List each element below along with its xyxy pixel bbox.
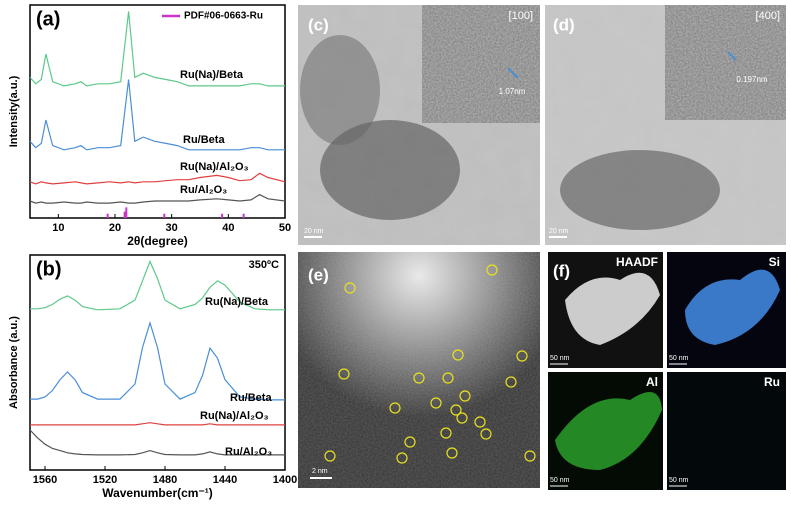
map-name: Al	[646, 375, 658, 389]
particle-marker	[474, 416, 486, 428]
particle-marker	[486, 264, 498, 276]
particle-marker	[389, 402, 401, 414]
spectrum-line	[29, 11, 285, 87]
x-tick-label: 1520	[93, 474, 117, 486]
spectrum-line	[29, 429, 285, 456]
series-label: Ru/Beta	[183, 134, 225, 146]
spectrum-line	[29, 193, 286, 204]
particle-marker	[396, 452, 408, 464]
particle-marker	[450, 404, 462, 416]
x-tick-label: 1560	[33, 474, 57, 486]
particle-marker	[480, 428, 492, 440]
particle-marker	[344, 282, 356, 294]
panel-label: (e)	[308, 265, 329, 284]
map-name: Si	[769, 255, 780, 269]
zone-axis: [400]	[756, 10, 780, 22]
particle-marker	[442, 372, 454, 384]
panel-label: (b)	[36, 258, 62, 280]
x-axis-title: Wavenumber(cm⁻¹)	[102, 486, 213, 500]
legend-label: PDF#06-0663-Ru	[184, 11, 263, 22]
series-label: Ru/Al₂O₃	[225, 446, 272, 458]
plot-frame	[29, 4, 286, 219]
zone-axis: [100]	[509, 10, 533, 22]
x-axis-title: 2θ(degree)	[127, 234, 188, 248]
map-name: HAADF	[616, 255, 658, 269]
scale-bar-label: 20 nm	[549, 228, 569, 235]
panel-label: (d)	[553, 15, 575, 34]
particle-marker	[404, 436, 416, 448]
y-axis-title: Absorbance (a.u.)	[8, 316, 20, 409]
scale-bar-label: 50 nm	[550, 355, 570, 362]
eds-maps-f	[548, 252, 786, 490]
tem-image-d	[545, 5, 786, 245]
series-label: Ru(Na)/Al₂O₃	[180, 161, 249, 173]
spectrum-line	[29, 79, 285, 151]
particle-marker	[324, 450, 336, 462]
particle-marker	[413, 372, 425, 384]
spectrum-line	[30, 422, 285, 426]
particle-marker	[338, 368, 350, 380]
lattice-spacing: 1.07nm	[499, 87, 526, 96]
spectrum-line	[30, 259, 285, 311]
panel-label: (f)	[553, 261, 570, 280]
particle-marker	[516, 350, 528, 362]
plot-frame	[29, 254, 286, 471]
x-tick-label: 40	[222, 222, 234, 234]
particle-marker	[452, 349, 464, 361]
y-axis-title: Intensity(a.u.)	[8, 75, 20, 147]
x-tick-label: 1440	[213, 474, 237, 486]
panel-label: (c)	[308, 15, 329, 34]
x-tick-label: 1400	[273, 474, 297, 486]
series-label: Ru/Beta	[230, 392, 272, 404]
particle-marker	[446, 447, 458, 459]
series-label: Ru/Al₂O₃	[180, 184, 227, 196]
stem-image-e	[298, 252, 540, 488]
panel-label: (a)	[36, 8, 60, 30]
series-label: Ru(Na)/Al₂O₃	[200, 410, 269, 422]
x-tick-label: 50	[279, 222, 291, 234]
x-tick-label: 30	[166, 222, 178, 234]
spectrum-line	[30, 320, 285, 401]
particle-marker	[524, 450, 536, 462]
x-tick-label: 10	[52, 222, 64, 234]
tem-image-c	[298, 5, 540, 245]
scale-bar-label: 20 nm	[304, 228, 324, 235]
series-label: Ru(Na)/Beta	[180, 69, 244, 81]
x-tick-label: 1480	[153, 474, 177, 486]
series-label: Ru(Na)/Beta	[205, 296, 269, 308]
map-name: Ru	[764, 375, 780, 389]
spectrum-line	[29, 172, 286, 185]
particle-marker	[459, 390, 471, 402]
particle-marker	[430, 397, 442, 409]
particle-marker	[505, 376, 517, 388]
scale-bar-label: 50 nm	[669, 477, 689, 484]
scale-bar-label: 2 nm	[312, 468, 328, 475]
scale-bar-label: 50 nm	[550, 477, 570, 484]
particle-marker	[456, 412, 468, 424]
scale-bar-label: 50 nm	[669, 355, 689, 362]
annotation: 350ºC	[249, 259, 279, 271]
x-tick-label: 20	[109, 222, 121, 234]
lattice-spacing: 0.197nm	[736, 75, 767, 84]
particle-marker	[440, 427, 452, 439]
